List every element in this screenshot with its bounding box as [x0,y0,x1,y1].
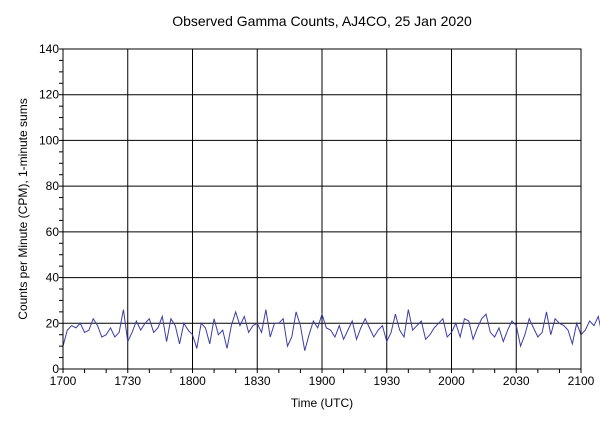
x-tick-label: 2100 [568,374,595,388]
x-tick-label: 1800 [179,374,206,388]
y-tick-label: 140 [39,42,59,56]
x-tick-label: 1730 [114,374,141,388]
x-tick-label: 1900 [309,374,336,388]
x-tick-label: 2030 [503,374,530,388]
y-tick-label: 100 [39,133,59,147]
y-axis-label: Counts per Minute (CPM), 1-minute sums [16,98,30,319]
y-tick-label: 120 [39,88,59,102]
series-line-cpm [63,307,600,350]
y-tick-label: 80 [46,179,60,193]
x-tick-label: 1930 [373,374,400,388]
x-tick-label: 1700 [50,374,77,388]
y-tick-label: 40 [46,271,60,285]
x-tick-label: 1830 [244,374,271,388]
y-tick-label: 60 [46,225,60,239]
y-tick-label: 20 [46,316,60,330]
chart-title: Observed Gamma Counts, AJ4CO, 25 Jan 202… [172,13,472,29]
x-tick-label: 2000 [438,374,465,388]
x-axis-label: Time (UTC) [291,396,353,410]
